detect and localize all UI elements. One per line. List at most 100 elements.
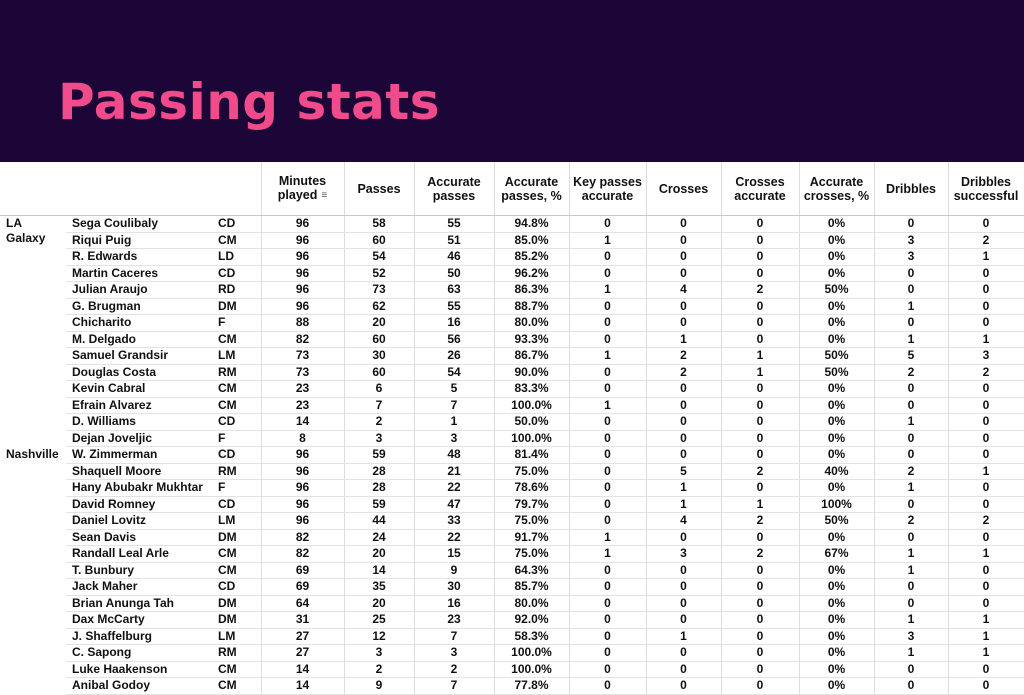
stat-accurate-passes-pct: 85.0%	[494, 232, 570, 249]
table-row: Martin Caceres CD 96 52 50 96.2% 0 0 0 0% 0 0	[0, 265, 1024, 282]
stat-crosses: 5	[646, 463, 722, 480]
table-row: Dax McCarty DM 31 25 23 92.0% 0 0 0 0% 1 1	[0, 611, 1024, 629]
stat-passes: 35	[344, 578, 415, 596]
table-row: Kevin Cabral CM 23 6 5 83.3% 0 0 0 0% 0 0	[0, 380, 1024, 398]
stat-accurate-passes: 51	[414, 232, 495, 249]
stat-accurate-passes: 22	[414, 479, 495, 497]
team-name-line: LA	[6, 216, 22, 230]
stat-accurate-crosses-pct: 0%	[799, 331, 875, 348]
stat-dribbles: 0	[874, 430, 949, 447]
stat-dribbles: 0	[874, 578, 949, 596]
header-label-line: Dribbles	[885, 181, 936, 196]
stat-accurate-crosses-pct: 0%	[799, 529, 875, 546]
stat-minutes: 31	[261, 611, 345, 629]
stat-crosses: 0	[646, 248, 722, 266]
stat-dribbles-successful: 0	[948, 430, 1024, 447]
header-dribbles-successful[interactable]: Dribbles successful	[948, 162, 1024, 216]
player-name: Hany Abubakr Mukhtar	[66, 479, 218, 497]
stat-dribbles-successful: 0	[948, 314, 1024, 332]
stat-accurate-passes: 55	[414, 298, 495, 315]
stat-accurate-passes: 7	[414, 397, 495, 414]
stat-accurate-passes-pct: 94.8%	[494, 215, 570, 233]
stat-dribbles-successful: 0	[948, 529, 1024, 546]
stat-crosses-accurate: 0	[721, 446, 800, 464]
player-position: LM	[218, 628, 262, 645]
stat-crosses: 0	[646, 529, 722, 546]
stat-key-passes-accurate: 1	[569, 347, 647, 365]
stat-accurate-passes: 54	[414, 364, 495, 381]
header-label-line: Crosses	[658, 181, 709, 196]
header-team-blank	[0, 162, 66, 216]
stat-dribbles: 0	[874, 380, 949, 398]
stat-dribbles-successful: 2	[948, 232, 1024, 249]
stat-key-passes-accurate: 0	[569, 265, 647, 282]
stat-accurate-passes: 55	[414, 215, 495, 233]
player-position: CM	[218, 232, 262, 249]
header-accurate-passes[interactable]: Accurate passes	[414, 162, 495, 216]
player-position: RD	[218, 281, 262, 299]
stat-key-passes-accurate: 0	[569, 463, 647, 480]
stat-accurate-passes-pct: 58.3%	[494, 628, 570, 645]
stat-crosses-accurate: 2	[721, 545, 800, 563]
header-crosses[interactable]: Crosses	[646, 162, 722, 216]
stat-key-passes-accurate: 0	[569, 430, 647, 447]
table-row: Samuel Grandsir LM 73 30 26 86.7% 1 2 1 50% 5 3	[0, 347, 1024, 365]
table-body: LA Galaxy Sega Coulibaly CD 96 58 55 94.8% 0 0 0 0%…	[0, 215, 1024, 695]
header-accurate-passes-pct[interactable]: Accurate passes, %	[494, 162, 570, 216]
stat-dribbles-successful: 0	[948, 595, 1024, 612]
header-crosses-accurate[interactable]: Crosses accurate	[721, 162, 800, 216]
stat-accurate-passes-pct: 100.0%	[494, 644, 570, 662]
stat-crosses: 0	[646, 232, 722, 249]
stat-accurate-passes-pct: 64.3%	[494, 562, 570, 579]
player-position: CM	[218, 331, 262, 348]
stat-accurate-passes-pct: 77.8%	[494, 677, 570, 695]
table-row: Chicharito F 88 20 16 80.0% 0 0 0 0% 0 0	[0, 314, 1024, 332]
stat-dribbles: 2	[874, 463, 949, 480]
stat-crosses-accurate: 0	[721, 380, 800, 398]
stat-passes: 14	[344, 562, 415, 579]
stat-minutes: 69	[261, 562, 345, 579]
header-row: Minutes played ≡ Passes Accurate passes Accura…	[0, 162, 1024, 216]
player-position: CM	[218, 545, 262, 563]
stat-accurate-passes: 26	[414, 347, 495, 365]
stat-dribbles-successful: 1	[948, 331, 1024, 348]
header-dribbles[interactable]: Dribbles	[874, 162, 949, 216]
header-minutes[interactable]: Minutes played ≡	[261, 162, 345, 216]
stat-accurate-crosses-pct: 0%	[799, 578, 875, 596]
sort-icon[interactable]: ≡	[321, 189, 328, 201]
stat-dribbles: 2	[874, 512, 949, 530]
stat-minutes: 23	[261, 380, 345, 398]
stat-crosses-accurate: 0	[721, 397, 800, 414]
stat-crosses: 3	[646, 545, 722, 563]
header-label-line: Accurate	[504, 174, 559, 189]
header-player-blank	[66, 162, 218, 216]
player-position: DM	[218, 611, 262, 629]
stat-accurate-passes-pct: 85.7%	[494, 578, 570, 596]
stat-crosses-accurate: 0	[721, 529, 800, 546]
stat-accurate-passes-pct: 100.0%	[494, 397, 570, 414]
stat-accurate-passes: 16	[414, 595, 495, 612]
header-key-passes-accurate[interactable]: Key passes accurate	[569, 162, 647, 216]
stat-accurate-crosses-pct: 0%	[799, 413, 875, 431]
player-name: Luke Haakenson	[66, 661, 218, 678]
player-position: F	[218, 479, 262, 497]
stat-key-passes-accurate: 1	[569, 545, 647, 563]
stat-crosses: 2	[646, 364, 722, 381]
stat-key-passes-accurate: 0	[569, 496, 647, 513]
stat-crosses-accurate: 1	[721, 364, 800, 381]
stat-accurate-passes-pct: 93.3%	[494, 331, 570, 348]
stat-accurate-crosses-pct: 50%	[799, 512, 875, 530]
stat-accurate-crosses-pct: 50%	[799, 364, 875, 381]
stat-key-passes-accurate: 0	[569, 331, 647, 348]
header-label-line: accurate	[734, 188, 786, 203]
header-accurate-crosses-pct[interactable]: Accurate crosses, %	[799, 162, 875, 216]
stat-crosses-accurate: 0	[721, 232, 800, 249]
stat-key-passes-accurate: 0	[569, 364, 647, 381]
stat-accurate-crosses-pct: 40%	[799, 463, 875, 480]
stat-accurate-crosses-pct: 0%	[799, 215, 875, 233]
header-passes[interactable]: Passes	[344, 162, 415, 216]
header-label-line: Dribbles	[960, 174, 1011, 189]
table-row: T. Bunbury CM 69 14 9 64.3% 0 0 0 0% 1 0	[0, 562, 1024, 579]
player-name: Dax McCarty	[66, 611, 218, 629]
team-name: Nashville	[0, 447, 66, 695]
